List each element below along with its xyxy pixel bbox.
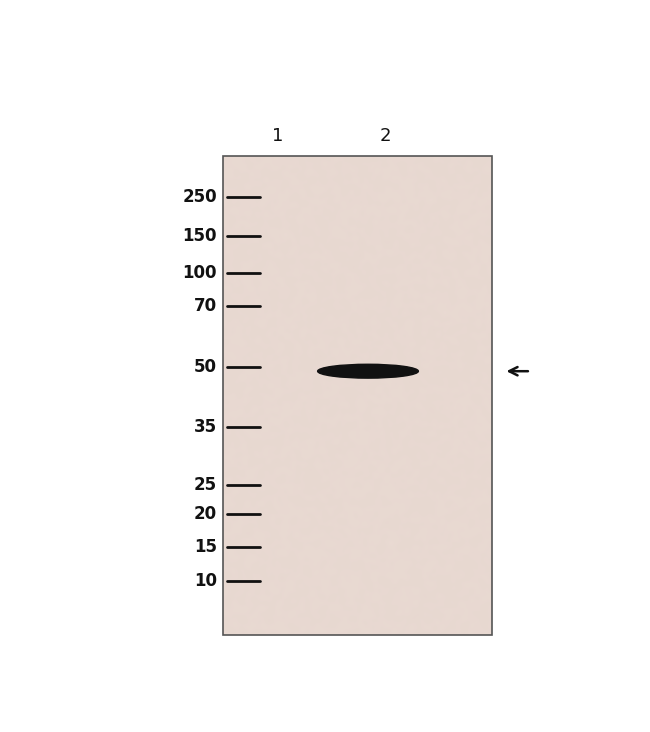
Text: 1: 1: [272, 127, 283, 145]
Text: 250: 250: [182, 188, 217, 206]
Text: 150: 150: [183, 227, 217, 244]
Text: 25: 25: [194, 476, 217, 494]
Text: 50: 50: [194, 357, 217, 376]
Ellipse shape: [318, 365, 419, 378]
Text: 20: 20: [194, 504, 217, 523]
Text: 70: 70: [194, 296, 217, 315]
Text: 15: 15: [194, 538, 217, 556]
Bar: [223, 156, 492, 635]
Text: 10: 10: [194, 572, 217, 590]
Text: 35: 35: [194, 418, 217, 436]
Text: 100: 100: [183, 264, 217, 282]
Text: 2: 2: [380, 127, 391, 145]
